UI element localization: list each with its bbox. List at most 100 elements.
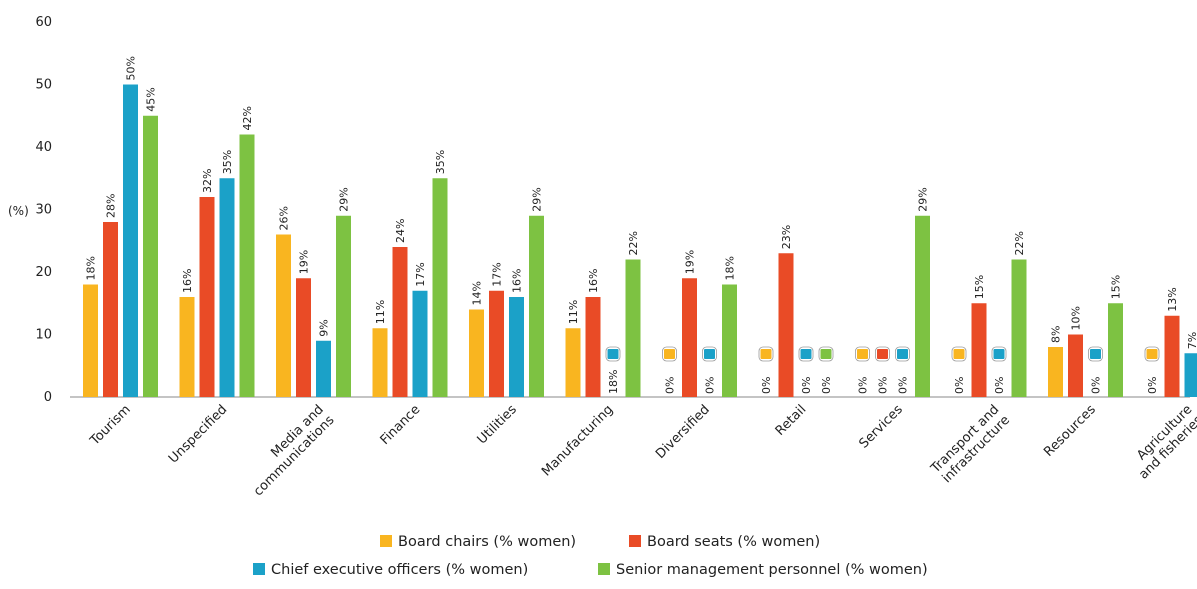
zero-value-marker [1090, 349, 1101, 359]
bar [722, 285, 737, 398]
data-label: 10% [1070, 306, 1083, 330]
data-label: 26% [278, 206, 291, 230]
data-label: 32% [201, 169, 214, 193]
bar [143, 116, 158, 397]
bar [240, 135, 255, 398]
zero-value-marker [704, 349, 715, 359]
category-label: Services [856, 402, 906, 452]
bar [1068, 335, 1083, 398]
y-tick-label: 50 [35, 78, 52, 93]
bar [489, 291, 504, 397]
data-label: 0% [820, 377, 833, 394]
bar [393, 247, 408, 397]
bar [586, 297, 601, 397]
bar [200, 197, 215, 397]
data-label: 16% [587, 269, 600, 293]
bar [529, 216, 544, 397]
data-label: 0% [760, 377, 773, 394]
data-label: 45% [145, 87, 158, 111]
data-label: 35% [221, 150, 234, 174]
data-label: 11% [567, 300, 580, 324]
data-label: 0% [877, 377, 890, 394]
bar [83, 285, 98, 398]
data-label: 0% [1090, 377, 1103, 394]
data-label: 24% [394, 219, 407, 243]
y-tick-label: 40 [35, 140, 52, 155]
legend: Board chairs (% women)Board seats (% wom… [253, 534, 928, 578]
category-label-line: Tourism [87, 402, 134, 449]
bar [915, 216, 930, 397]
bar [220, 178, 235, 397]
bar [566, 328, 581, 397]
category-label: Transport andinfrastructure [928, 402, 1013, 487]
data-label: 29% [917, 187, 930, 211]
y-tick-label: 0 [44, 390, 52, 405]
bar [276, 235, 291, 398]
category-label: Diversified [653, 402, 713, 462]
data-label: 18% [724, 256, 737, 280]
category-label-line: Manufacturing [539, 402, 616, 479]
zero-value-marker [897, 349, 908, 359]
legend-swatch [629, 535, 641, 547]
data-label: 29% [531, 187, 544, 211]
category-label-line: Utilities [475, 402, 520, 447]
y-tick-label: 60 [35, 15, 52, 30]
bar [626, 260, 641, 398]
data-label: 17% [491, 262, 504, 286]
data-label: 9% [318, 319, 331, 336]
zero-value-marker [761, 349, 772, 359]
bar [336, 216, 351, 397]
legend-swatch [598, 563, 610, 575]
y-tick-label: 20 [35, 265, 52, 280]
data-label: 28% [105, 194, 118, 218]
category-label-line: Resources [1041, 402, 1099, 460]
bar [296, 278, 311, 397]
zero-value-marker [994, 349, 1005, 359]
bar [1165, 316, 1180, 397]
data-label: 0% [857, 377, 870, 394]
category-label: Manufacturing [539, 402, 616, 479]
data-label: 16% [181, 269, 194, 293]
data-label: 35% [434, 150, 447, 174]
data-label: 16% [511, 269, 524, 293]
data-label: 8% [1050, 326, 1063, 343]
bar [1012, 260, 1027, 398]
zero-value-marker [877, 349, 888, 359]
category-label: Finance [378, 402, 424, 448]
legend-swatch [253, 563, 265, 575]
zero-value-marker [954, 349, 965, 359]
data-label: 17% [414, 262, 427, 286]
legend-label: Board seats (% women) [647, 534, 820, 550]
data-label: 23% [780, 225, 793, 249]
data-label: 0% [993, 377, 1006, 394]
legend-label: Chief executive officers (% women) [271, 562, 528, 578]
data-label: 14% [471, 281, 484, 305]
bar [469, 310, 484, 398]
zero-value-marker [664, 349, 675, 359]
data-label: 0% [953, 377, 966, 394]
data-label: 22% [1013, 231, 1026, 255]
legend-label: Senior management personnel (% women) [616, 562, 928, 578]
bar [1185, 353, 1197, 397]
category-label-line: Diversified [653, 402, 713, 462]
category-label: Retail [773, 402, 810, 439]
bar [682, 278, 697, 397]
zero-value-marker [801, 349, 812, 359]
data-label: 11% [374, 300, 387, 324]
bar [972, 303, 987, 397]
category-label: Tourism [87, 402, 134, 449]
legend-swatch [380, 535, 392, 547]
data-label: 15% [973, 275, 986, 299]
category-label: Unspecified [166, 402, 230, 466]
bar [433, 178, 448, 397]
y-tick-label: 10 [35, 328, 52, 343]
data-label: 15% [1110, 275, 1123, 299]
bar [779, 253, 794, 397]
data-label: 22% [627, 231, 640, 255]
data-label: 0% [664, 377, 677, 394]
bar [103, 222, 118, 397]
category-label: Resources [1041, 402, 1099, 460]
bar [316, 341, 331, 397]
